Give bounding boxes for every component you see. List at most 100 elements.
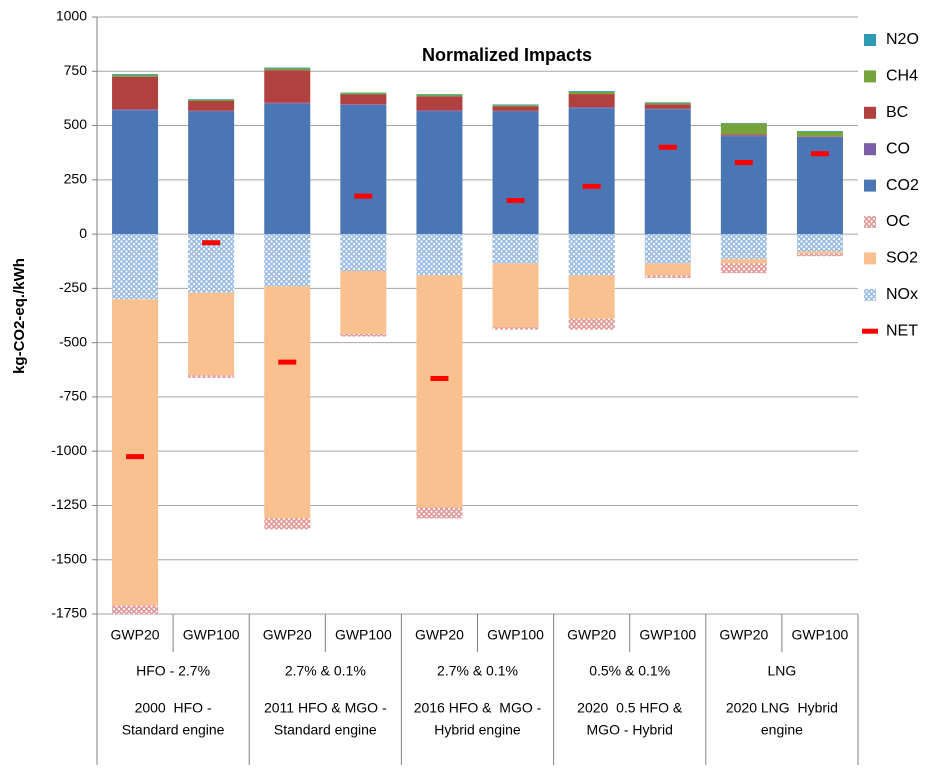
x-tick-label: GWP20 (567, 627, 616, 643)
bar-segment (645, 275, 691, 278)
x-tick-label: GWP20 (263, 627, 312, 643)
bar-segment (569, 91, 615, 92)
bar-segment (569, 108, 615, 234)
x-tick-label: GWP20 (111, 627, 160, 643)
bar-segment (645, 263, 691, 275)
bar-segment (645, 104, 691, 108)
bar-segment (569, 107, 615, 108)
scenario-label: 2016 HFO & MGO - (414, 700, 542, 716)
bar-segment (112, 77, 158, 110)
group-label: LNG (768, 663, 797, 679)
x-tick-label: GWP100 (335, 627, 392, 643)
bar-segment (112, 74, 158, 75)
bar-segment (569, 275, 615, 318)
bar-segment (112, 605, 158, 614)
bar-segment (112, 75, 158, 77)
bar-segment (112, 110, 158, 234)
group-label: 2.7% & 0.1% (437, 663, 518, 679)
bar-segment (797, 131, 843, 132)
bar-segment (340, 271, 386, 334)
y-tick-label: 500 (64, 116, 88, 132)
bar-segment (416, 111, 462, 234)
bar-segment (493, 111, 539, 234)
bar-segment (416, 275, 462, 507)
group-label: 0.5% & 0.1% (589, 663, 670, 679)
legend-label: OC (886, 213, 910, 230)
legend-swatch (864, 107, 876, 119)
y-tick-label: -1500 (51, 550, 87, 566)
y-tick-label: -1750 (51, 605, 87, 621)
legend-swatch (864, 34, 876, 46)
bar-segment (645, 234, 691, 263)
group-label: HFO - 2.7% (136, 663, 210, 679)
bar-segment (264, 234, 310, 286)
y-tick-label: -750 (59, 388, 87, 404)
bar-segment (264, 103, 310, 104)
scenario-label: 2011 HFO & MGO - (264, 700, 387, 716)
legend-label: CO (886, 140, 910, 157)
legend-swatch (864, 216, 876, 228)
bar-segment (797, 251, 843, 253)
bar-segment (797, 254, 843, 257)
group-label: 2.7% & 0.1% (285, 663, 366, 679)
legend-swatch (864, 289, 876, 301)
bar-segment (112, 299, 158, 605)
bar-segment (416, 110, 462, 111)
bar-segment (188, 99, 234, 100)
bar-segment (493, 111, 539, 112)
scenario-label: engine (761, 722, 803, 738)
bar-segment (188, 101, 234, 111)
bar-segment (264, 104, 310, 234)
y-tick-label: -1250 (51, 496, 87, 512)
bar-segment (493, 234, 539, 263)
bar-segment (188, 111, 234, 112)
legend-swatch (864, 180, 876, 192)
bar-segment (569, 92, 615, 94)
bar-segment (264, 68, 310, 70)
legend-label: N2O (886, 31, 919, 48)
bar-segment (416, 508, 462, 519)
bar-segment (645, 109, 691, 110)
bar-segment (340, 93, 386, 94)
y-tick-label: 0 (79, 225, 87, 241)
scenario-label: Hybrid engine (434, 722, 521, 738)
bar-segment (112, 109, 158, 110)
bar-segment (416, 94, 462, 95)
bar-segment (340, 104, 386, 105)
bar-segment (797, 132, 843, 137)
bar-segment (721, 123, 767, 134)
chart-title: Normalized Impacts (422, 45, 592, 65)
bar-segment (340, 234, 386, 271)
bar-segment (188, 293, 234, 375)
scenario-label: Standard engine (122, 722, 225, 738)
bar-segment (340, 95, 386, 105)
scenario-label: 2000 HFO - (135, 700, 212, 716)
bar-segment (721, 134, 767, 135)
scenario-label: Standard engine (274, 722, 377, 738)
bar-segment (416, 96, 462, 110)
x-tick-label: GWP100 (487, 627, 544, 643)
legend-swatch (864, 252, 876, 264)
bar-segment (264, 70, 310, 103)
scenario-label: 2020 LNG Hybrid (726, 700, 838, 716)
scenario-label: 2020 0.5 HFO & (577, 700, 683, 716)
bar-segment (645, 103, 691, 104)
y-tick-label: 250 (64, 171, 88, 187)
bar-segment (340, 334, 386, 337)
bar-segment (569, 94, 615, 107)
bar-segment (569, 319, 615, 330)
x-tick-label: GWP20 (415, 627, 464, 643)
x-tick-label: GWP100 (792, 627, 849, 643)
legend-swatch (864, 70, 876, 82)
bar-segment (188, 100, 234, 101)
y-tick-label: 1000 (56, 8, 87, 24)
bar-segment (645, 109, 691, 234)
bar-segment (188, 111, 234, 234)
bar-segment (721, 234, 767, 259)
x-tick-label: GWP100 (183, 627, 240, 643)
bar-segment (797, 234, 843, 251)
bar-segment (340, 105, 386, 234)
bar-segment (112, 234, 158, 299)
x-tick-label: GWP20 (719, 627, 768, 643)
